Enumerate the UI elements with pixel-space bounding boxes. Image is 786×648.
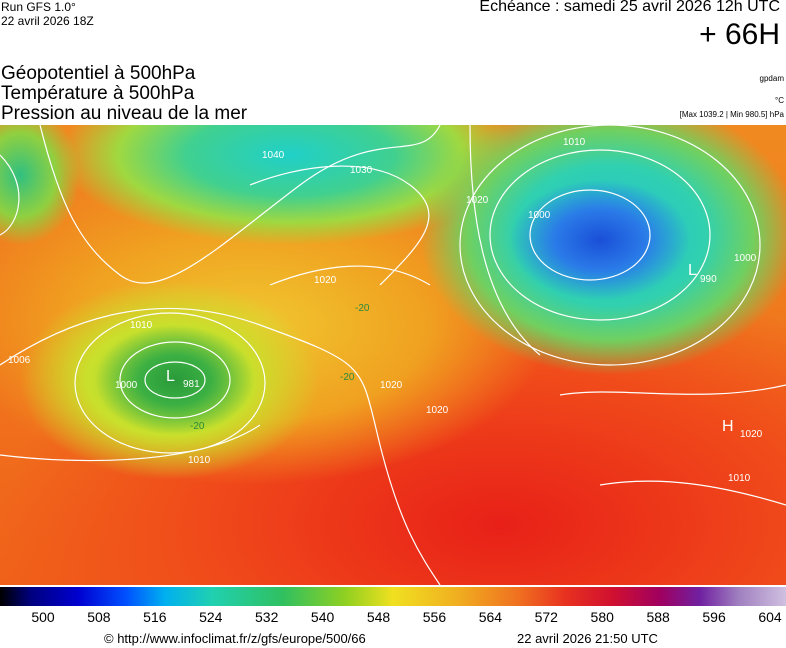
isobar-label: 1040 <box>262 150 285 161</box>
colorbar-label: 572 <box>534 609 558 625</box>
isobar-label: 1006 <box>8 355 31 366</box>
isobar-label: 1000 <box>734 253 757 264</box>
field: Température à 500hPa <box>1 83 195 104</box>
footer-date: 22 avril 2026 21:50 UTC <box>517 631 658 646</box>
isobar-label: 1000 <box>528 210 551 221</box>
isobar-label: 1010 <box>188 455 211 466</box>
unit: °C <box>775 96 784 105</box>
footer-url: © http://www.infoclimat.fr/z/gfs/europe/… <box>104 631 366 646</box>
field: Pression au niveau de la mer <box>1 103 248 124</box>
colorbar-label: 508 <box>87 609 111 625</box>
colorbar-label: 564 <box>478 609 503 625</box>
colorbar-label: 500 <box>31 609 55 625</box>
isobar-label: 1020 <box>314 275 337 286</box>
colorbar-label: 540 <box>310 609 335 625</box>
low-symbol: L <box>166 368 175 385</box>
echeance: Echéance : samedi 25 avril 2026 12h UTC <box>479 0 780 15</box>
colorbar-label: 604 <box>758 609 782 625</box>
isobar-label: 1030 <box>350 165 373 176</box>
colorbar-label: 524 <box>199 609 223 625</box>
colorbar-label: 556 <box>422 609 447 625</box>
colorbar-label: 596 <box>702 609 726 625</box>
colorbar-label: 516 <box>143 609 167 625</box>
pressure-range: [Max 1039.2 | Min 980.5] hPa <box>679 110 784 119</box>
run-date: 22 avril 2026 18Z <box>1 14 94 28</box>
isobar-label: 1010 <box>728 473 751 484</box>
isobars <box>0 125 786 585</box>
colorbar-label: 588 <box>646 609 670 625</box>
isobar-label: 1020 <box>466 195 489 206</box>
isotherm-label: -20 <box>190 421 205 432</box>
high-value: 1020 <box>740 429 763 440</box>
low-value: 990 <box>700 274 717 285</box>
isobar-label: 1000 <box>115 380 138 391</box>
high-symbol: H <box>722 418 734 435</box>
isotherm-label: -20 <box>355 303 370 314</box>
map: L 981 L 990 H 1020 1040 1030 1020 1020 1… <box>0 125 786 585</box>
isobar-label: 1020 <box>380 380 403 391</box>
isobar-label: 1010 <box>130 320 153 331</box>
colorbar-label: 532 <box>255 609 279 625</box>
isotherm-label: -20 <box>340 372 355 383</box>
run: Run GFS 1.0° <box>1 0 76 14</box>
isobar-label: 1020 <box>426 405 449 416</box>
lead-time: + 66H <box>699 18 780 51</box>
low-value: 981 <box>183 379 200 390</box>
colorbar <box>0 587 786 606</box>
isobar-label: 1010 <box>563 137 586 148</box>
field: Géopotentiel à 500hPa <box>1 63 196 84</box>
unit: gpdam <box>759 74 784 83</box>
colorbar-label: 548 <box>366 609 391 625</box>
colorbar-label: 580 <box>590 609 614 625</box>
low-symbol: L <box>688 262 697 279</box>
